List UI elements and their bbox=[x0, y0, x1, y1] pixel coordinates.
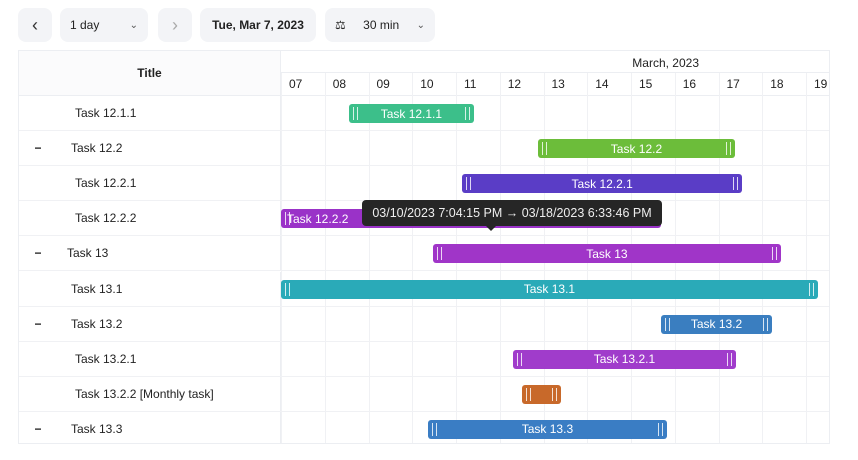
resize-handle-right[interactable] bbox=[657, 422, 663, 436]
step-select[interactable]: ⚖ 30 min ⌄ bbox=[325, 8, 435, 42]
task-title-cell: − Task 13 bbox=[19, 236, 281, 271]
task-bar-label: Task 13.2 bbox=[690, 317, 743, 332]
previous-button[interactable]: ‹ bbox=[18, 8, 52, 42]
range-select[interactable]: 1 day ⌄ bbox=[60, 8, 148, 42]
task-bar[interactable] bbox=[521, 384, 561, 404]
resize-handle-left[interactable] bbox=[665, 317, 671, 331]
chevron-down-icon: ⌄ bbox=[416, 19, 425, 31]
task-bar[interactable]: Task 13.2.1 bbox=[512, 349, 736, 369]
resize-handle-left[interactable] bbox=[432, 422, 437, 436]
step-value: 30 min bbox=[363, 18, 400, 32]
resize-handle-left[interactable] bbox=[285, 282, 290, 296]
collapse-toggle[interactable]: − bbox=[34, 246, 42, 261]
task-title-cell: Task 12.1.1 bbox=[19, 96, 281, 131]
resize-handle-right[interactable] bbox=[727, 352, 732, 366]
task-title: Task 13.3 bbox=[71, 421, 123, 436]
task-title: Task 12.2.1 bbox=[75, 176, 137, 191]
task-bar[interactable]: Task 13 bbox=[432, 244, 782, 264]
range-value: 1 day bbox=[70, 18, 100, 32]
next-button[interactable]: › bbox=[158, 8, 192, 42]
task-bar[interactable]: Task 13.2 bbox=[661, 314, 772, 334]
task-title: Task 12.2 bbox=[71, 141, 123, 156]
task-bar-label: Task 13 bbox=[586, 246, 628, 261]
task-row[interactable]: Task 13.1 Task 13.1 bbox=[19, 271, 829, 307]
task-title: Task 13.2 bbox=[71, 316, 123, 331]
task-title-cell: − Task 13.3 bbox=[19, 411, 281, 443]
task-row[interactable]: − Task 13.2 Task 13.2 bbox=[19, 306, 829, 342]
date-button[interactable]: Tue, Mar 7, 2023 bbox=[200, 8, 316, 42]
task-title: Task 13.2.2 [Monthly task] bbox=[75, 386, 214, 401]
task-bar-label: Task 12.1.1 bbox=[380, 106, 443, 121]
task-row[interactable]: Task 12.1.1 Task 12.1.1 bbox=[19, 96, 829, 132]
task-bar-label: Task 12.2.1 bbox=[571, 176, 633, 191]
resize-handle-right[interactable] bbox=[772, 247, 778, 261]
resize-handle-right[interactable] bbox=[808, 282, 814, 296]
task-bar-label: Task 13.3 bbox=[521, 422, 574, 437]
task-bar-label: Task 12.2 bbox=[610, 141, 663, 156]
resize-handle-left[interactable] bbox=[541, 142, 547, 156]
day-header: 09 bbox=[368, 73, 413, 443]
resize-handle-left[interactable] bbox=[352, 107, 358, 120]
date-range-tooltip: 03/10/2023 7:04:15 PM → 03/18/2023 6:33:… bbox=[362, 200, 662, 231]
collapse-toggle[interactable]: − bbox=[34, 316, 42, 331]
resize-handle-right[interactable] bbox=[464, 107, 470, 120]
task-row[interactable]: − Task 13.3 Task 13.3 bbox=[19, 411, 829, 443]
resize-handle-left[interactable] bbox=[516, 352, 522, 366]
task-title-cell: − Task 12.2 bbox=[19, 131, 281, 166]
task-title: Task 12.2.2 bbox=[75, 211, 137, 226]
task-row[interactable]: Task 12.2.1 Task 12.2.1 bbox=[19, 166, 829, 202]
task-title-cell: − Task 13.2 bbox=[19, 306, 281, 341]
task-title-cell: Task 13.2.1 bbox=[19, 341, 281, 376]
task-bar-label: Task 13.2.1 bbox=[593, 352, 656, 367]
gantt-chart: Title March, 2023 07 08 09 10 11 12 13 14 15 16 17… bbox=[18, 50, 830, 444]
task-title-cell: Task 12.2.2 bbox=[19, 201, 281, 236]
task-bar[interactable]: Task 13.1 bbox=[281, 279, 818, 299]
day-header: 10 bbox=[412, 73, 456, 443]
resize-handle-left[interactable] bbox=[466, 177, 472, 191]
resize-handle-left[interactable] bbox=[285, 212, 290, 226]
task-title: Task 13.1 bbox=[71, 281, 123, 296]
task-title: Task 13.2.1 bbox=[75, 351, 137, 366]
resize-handle-right[interactable] bbox=[726, 142, 732, 156]
collapse-toggle[interactable]: − bbox=[34, 421, 42, 436]
resize-handle-right[interactable] bbox=[552, 387, 557, 401]
task-row[interactable]: − Task 12.2 Task 12.2 bbox=[19, 131, 829, 167]
task-bar[interactable]: Task 13.3 bbox=[428, 419, 667, 439]
day-header: 19 bbox=[806, 73, 829, 443]
chevron-down-icon: ⌄ bbox=[129, 19, 138, 31]
resize-handle-right[interactable] bbox=[733, 177, 739, 191]
month-header: March, 2023 bbox=[281, 51, 829, 73]
task-title-cell: Task 12.2.1 bbox=[19, 166, 281, 201]
task-title: Task 12.1.1 bbox=[75, 106, 137, 121]
scale-icon: ⚖ bbox=[335, 18, 346, 32]
day-header: 08 bbox=[324, 73, 369, 443]
task-row[interactable]: Task 13.2.2 [Monthly task] bbox=[19, 376, 829, 412]
task-bar[interactable]: Task 12.2.1 bbox=[462, 174, 743, 194]
task-row[interactable]: − Task 13 Task 13 bbox=[19, 236, 829, 272]
task-bar[interactable]: Task 12.1.1 bbox=[348, 104, 474, 123]
resize-handle-left[interactable] bbox=[436, 247, 442, 261]
chevron-right-icon: › bbox=[172, 14, 178, 35]
resize-handle-right[interactable] bbox=[762, 317, 768, 331]
resize-handle-left[interactable] bbox=[525, 387, 531, 401]
task-row[interactable]: Task 13.2.1 Task 13.2.1 bbox=[19, 341, 829, 377]
task-bar[interactable]: Task 12.2 bbox=[537, 139, 736, 159]
day-header: 07 bbox=[281, 73, 325, 443]
chevron-left-icon: ‹ bbox=[32, 14, 38, 35]
title-column-header[interactable]: Title bbox=[19, 51, 281, 96]
task-bar-label: Task 12.2.2 bbox=[287, 211, 349, 226]
task-title-cell: Task 13.2.2 [Monthly task] bbox=[19, 376, 281, 411]
task-title: Task 13 bbox=[67, 246, 109, 261]
days-header: 07 08 09 10 11 12 13 14 15 16 17 18 19 bbox=[281, 73, 829, 443]
task-title-cell: Task 13.1 bbox=[19, 271, 281, 306]
collapse-toggle[interactable]: − bbox=[34, 141, 42, 156]
task-bar-label: Task 13.1 bbox=[523, 282, 576, 296]
